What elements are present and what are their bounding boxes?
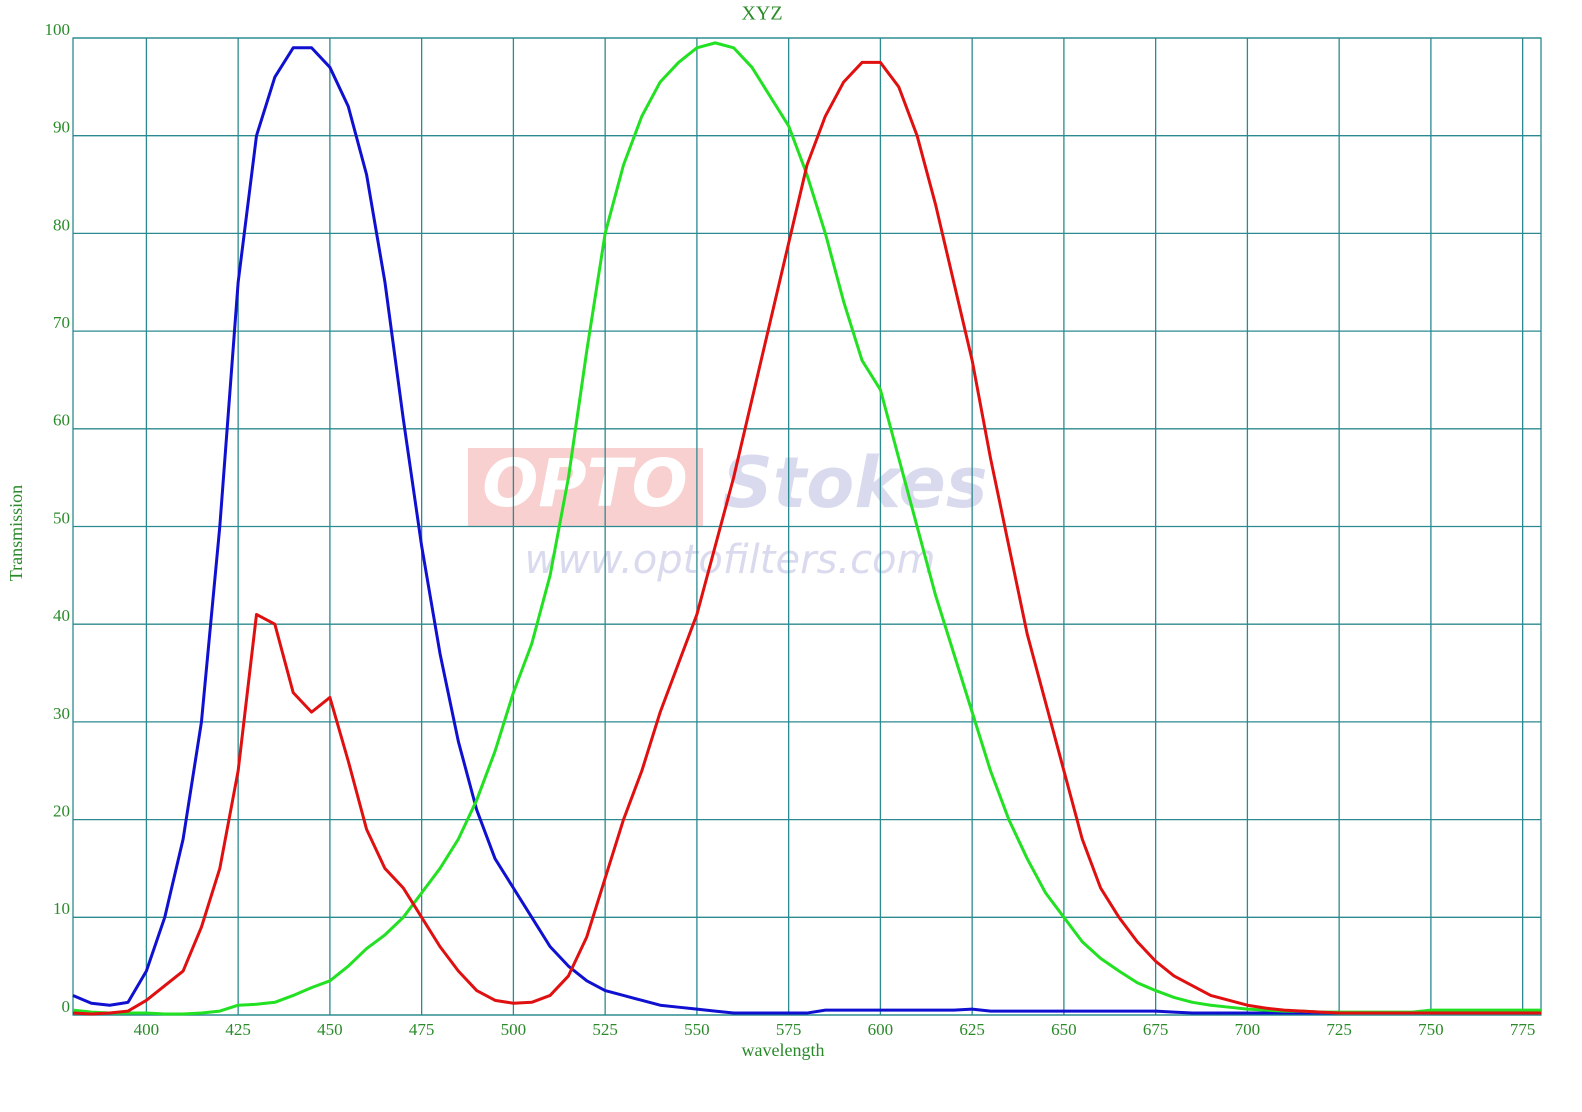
y-tick-label: 30 (53, 704, 70, 723)
x-tick-label: 750 (1418, 1020, 1444, 1039)
x-tick-label: 675 (1143, 1020, 1169, 1039)
x-tick-label: 400 (134, 1020, 160, 1039)
y-tick-label: 90 (53, 118, 70, 137)
x-tick-label: 525 (592, 1020, 618, 1039)
y-axis-label: Transmission (6, 485, 26, 581)
y-tick-label: 70 (53, 313, 70, 332)
watermark: OPTO Stokes www.optofilters.com (468, 442, 988, 583)
x-tick-label: 575 (776, 1020, 802, 1039)
y-tick-label: 80 (53, 215, 70, 234)
watermark-brand: Stokes (722, 442, 987, 524)
x-axis-label: wavelength (742, 1040, 825, 1060)
x-tick-label: 625 (959, 1020, 985, 1039)
series-line (72, 41, 1541, 1016)
x-tick-label: 725 (1326, 1020, 1352, 1039)
y-tick-label: 60 (53, 411, 70, 430)
y-tick-label: 10 (53, 899, 70, 918)
x-tick-label: 425 (225, 1020, 251, 1039)
x-tick-label: 550 (684, 1020, 710, 1039)
y-tick-label: 0 (62, 997, 71, 1016)
series-line (72, 60, 1541, 1016)
y-tick-label: 100 (45, 20, 71, 39)
watermark-url: www.optofilters.com (525, 537, 936, 583)
x-tick-label: 450 (317, 1020, 343, 1039)
y-tick-label: 20 (53, 802, 70, 821)
watermark-box (468, 448, 703, 526)
chart-title: XYZ (741, 3, 782, 25)
x-tick-label: 600 (868, 1020, 894, 1039)
x-tick-label: 700 (1235, 1020, 1261, 1039)
series-line (72, 46, 1541, 1015)
watermark-brand: OPTO (482, 445, 688, 522)
y-tick-label: 50 (53, 508, 70, 527)
x-tick-label: 475 (409, 1020, 435, 1039)
x-tick-label: 500 (501, 1020, 527, 1039)
x-tick-label: 775 (1510, 1020, 1536, 1039)
x-tick-label: 650 (1051, 1020, 1077, 1039)
y-tick-label: 40 (53, 606, 70, 625)
